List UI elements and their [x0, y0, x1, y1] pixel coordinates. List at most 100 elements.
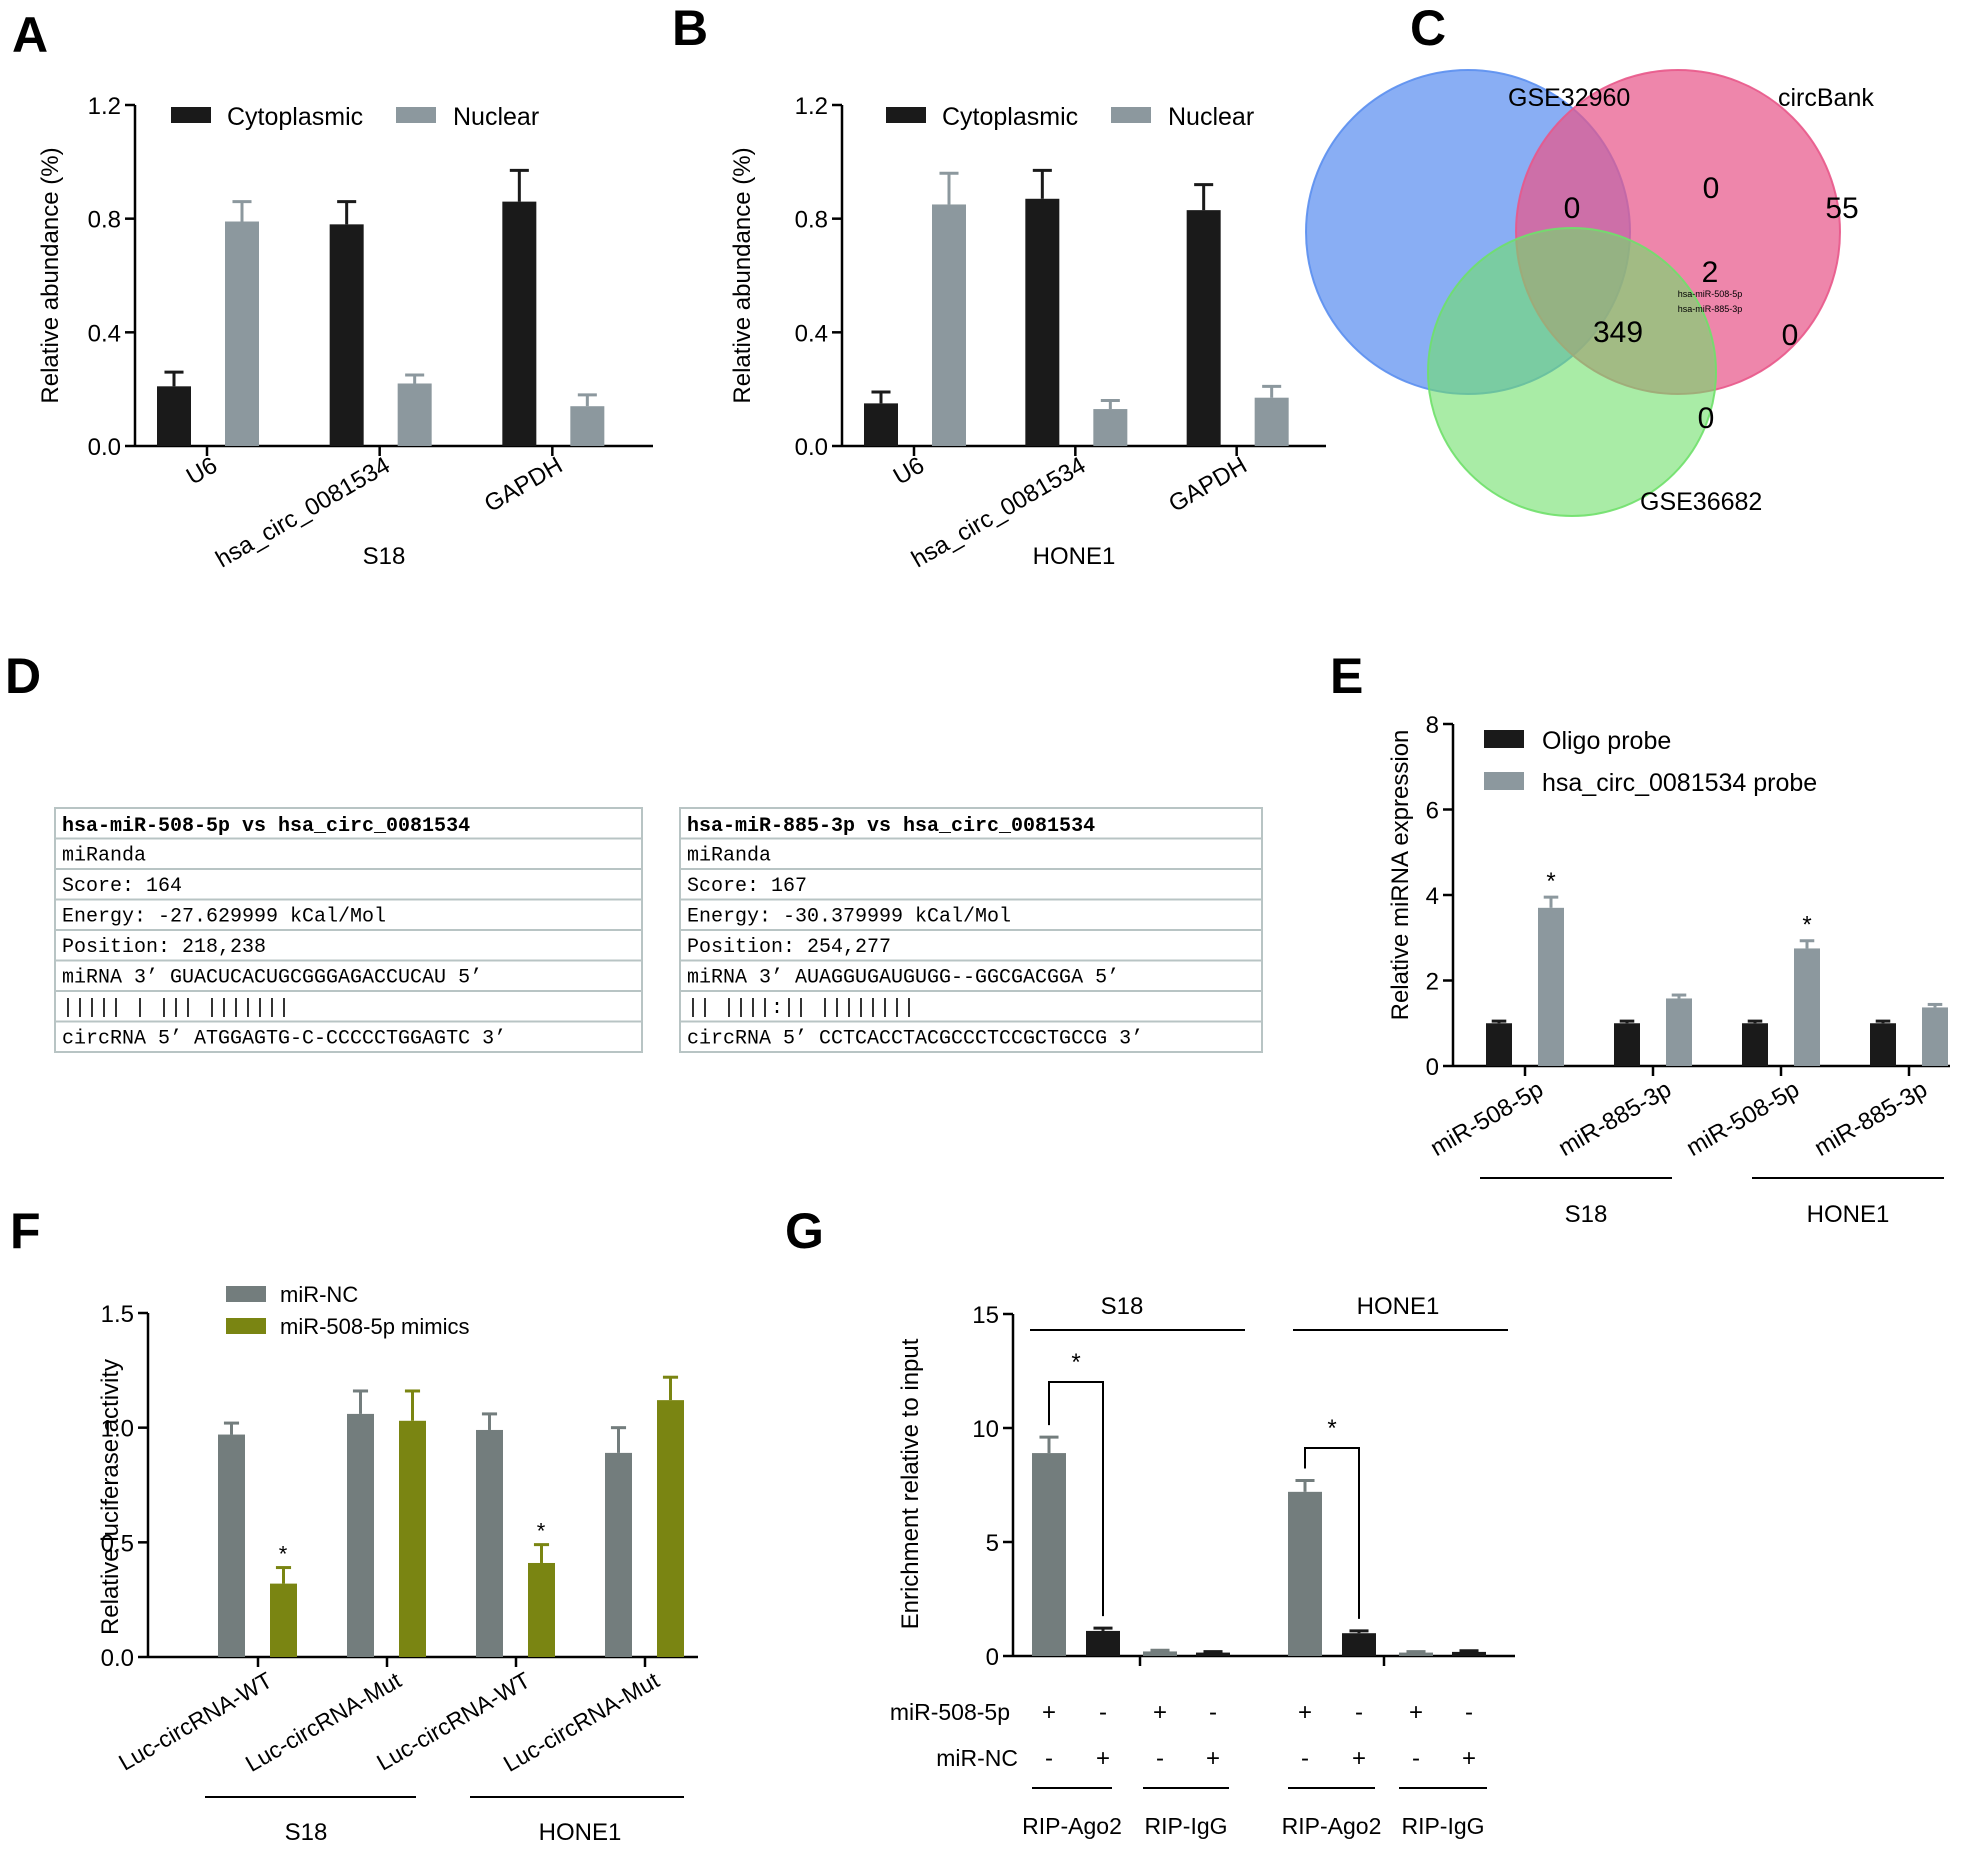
chart-b-x-tick-label: GAPDH	[1164, 452, 1251, 518]
chart-g-row-sign-mirnc: -	[1045, 1745, 1053, 1772]
venn-count-only-gse36682: 0	[1698, 402, 1715, 435]
chart-b-legend-label-cytoplasmic: Cytoplasmic	[942, 103, 1078, 131]
chart-f-bar	[528, 1562, 555, 1657]
chart-g-row-sign-mir508: +	[1409, 1699, 1423, 1726]
chart-e-bar	[1870, 1023, 1896, 1066]
venn-center-item-2: hsa-miR-885-3p	[1678, 304, 1743, 314]
chart-g-y-tick-label: 15	[972, 1302, 999, 1329]
chart-b-bar	[864, 403, 898, 446]
chart-g-row-sign-mirnc: +	[1352, 1745, 1366, 1772]
chart-b-y-axis-label: Relative abundance (%)	[729, 147, 756, 403]
chart-e-y-tick-label: 6	[1426, 798, 1439, 825]
chart-g-subgroup-label: RIP-IgG	[1401, 1813, 1484, 1839]
mirna-table-cell: Energy: -30.379999 kCal/Mol	[687, 906, 1011, 929]
chart-f-bar	[605, 1452, 632, 1657]
chart-a-x-tick-label: U6	[182, 452, 222, 491]
chart-e-significance: *	[1802, 912, 1811, 939]
chart-g-subgroup-label: RIP-Ago2	[1022, 1813, 1122, 1839]
venn-count-center: 2	[1702, 256, 1719, 289]
chart-f-legend-label-mimics: miR-508-5p mimics	[280, 1314, 469, 1339]
venn-count-gse32960-circbank: 0	[1703, 172, 1720, 205]
chart-g-bar	[1143, 1651, 1177, 1656]
venn-count-only-gse32960: 0	[1564, 192, 1581, 225]
chart-e-x-tick-label: miR-508-5p	[1426, 1076, 1548, 1162]
chart-g-row-sign-mir508: -	[1465, 1699, 1473, 1726]
chart-g-row-sign-mir508: -	[1209, 1699, 1217, 1726]
chart-e: 0 2 4 6 8 Relative miRNA expression * miR-508-5…	[1387, 712, 1950, 1228]
venn-center-item-1: hsa-miR-508-5p	[1678, 289, 1743, 299]
chart-a-legend-swatch-nuclear	[396, 107, 436, 123]
venn-label-gse36682: GSE36682	[1640, 488, 1762, 516]
chart-b-legend-swatch-nuclear	[1111, 107, 1151, 123]
chart-e-y-tick-label: 2	[1426, 969, 1439, 996]
mirna-table-title: hsa-miR-885-3p vs hsa_circ_0081534	[687, 815, 1095, 838]
chart-g-y-tick-label: 5	[986, 1530, 999, 1557]
chart-g-significance-bracket	[1048, 1381, 1104, 1617]
venn-diagram: GSE32960 circBank GSE36682 0 0 55 349 2 …	[1305, 69, 1874, 517]
chart-g-bar	[1032, 1453, 1066, 1656]
chart-a-x-axis-label: S18	[363, 543, 406, 570]
chart-a-legend-swatch-cytoplasmic	[171, 107, 211, 123]
chart-f-y-tick-label: 0.0	[101, 1645, 134, 1672]
chart-g-row-sign-mirnc: -	[1301, 1745, 1309, 1772]
chart-g-subgroup-label: RIP-Ago2	[1282, 1813, 1382, 1839]
chart-b-y-tick-label: 0.8	[795, 207, 828, 234]
chart-e-bar	[1666, 998, 1692, 1066]
mirna-table-cell: Energy: -27.629999 kCal/Mol	[62, 906, 386, 929]
chart-g-bar	[1399, 1652, 1433, 1656]
panel-letter-a: A	[12, 7, 48, 63]
chart-g-group-label-hone1: HONE1	[1357, 1293, 1440, 1320]
chart-a-bar	[157, 386, 191, 446]
chart-e-bar	[1538, 907, 1564, 1066]
mirna-table-cell: Position: 254,277	[687, 936, 891, 959]
chart-a-y-tick-label: 0.8	[88, 207, 121, 234]
chart-g-row-sign-mirnc: +	[1462, 1745, 1476, 1772]
chart-g-row-sign-mir508: +	[1042, 1699, 1056, 1726]
venn-count-gse32960-gse36682: 349	[1593, 316, 1643, 349]
chart-f-significance: *	[537, 1519, 546, 1544]
venn-count-circbank-gse36682: 0	[1782, 319, 1799, 352]
chart-f-group-label-s18: S18	[285, 1819, 328, 1846]
chart-f-y-axis-label: Relative luciferase activity	[97, 1359, 124, 1635]
chart-b-y-tick-label: 0.4	[795, 320, 828, 347]
chart-g-y-tick-label: 10	[972, 1416, 999, 1443]
chart-e-significance: *	[1546, 868, 1555, 895]
chart-a-y-axis-label: Relative abundance (%)	[37, 147, 64, 403]
chart-g-y-tick-label: 0	[986, 1644, 999, 1671]
chart-g-row-sign-mir508: -	[1355, 1699, 1363, 1726]
chart-e-bar	[1922, 1007, 1948, 1066]
chart-e-x-tick-label: miR-508-5p	[1682, 1076, 1804, 1162]
chart-f-bar	[270, 1583, 297, 1657]
chart-f-y-tick-label: 0.5	[101, 1530, 134, 1557]
mirna-table-cell: Score: 164	[62, 875, 182, 898]
chart-b-legend-label-nuclear: Nuclear	[1168, 103, 1254, 131]
chart-g-bar	[1342, 1633, 1376, 1656]
chart-a-bar	[329, 224, 364, 446]
panel-letter-d: D	[5, 648, 41, 704]
chart-f-legend-swatch-mirnc	[226, 1286, 266, 1302]
chart-g-bar	[1452, 1651, 1486, 1656]
chart-e-y-axis-label: Relative miRNA expression	[1387, 730, 1414, 1021]
chart-f-bar	[657, 1400, 684, 1657]
mirna-table-cell: miRanda	[687, 845, 771, 868]
chart-g-row-sign-mir508: -	[1099, 1699, 1107, 1726]
chart-e-x-tick-label: miR-885-3p	[1554, 1076, 1676, 1162]
chart-a-y-tick-label: 0.4	[88, 320, 121, 347]
panel-letter-b: B	[672, 0, 708, 56]
venn-circle-gse36682	[1427, 227, 1717, 517]
chart-g-row-sign-mirnc: +	[1096, 1745, 1110, 1772]
chart-e-bar	[1486, 1023, 1512, 1066]
venn-count-only-circbank: 55	[1825, 192, 1858, 225]
chart-b-bar	[1186, 210, 1221, 446]
mirna-table-cell: Position: 218,238	[62, 936, 266, 959]
chart-f-significance: *	[279, 1542, 288, 1567]
panel-letter-g: G	[785, 1203, 824, 1259]
chart-a-x-tick-label: GAPDH	[480, 452, 567, 518]
chart-f-legend-swatch-mimics	[226, 1318, 266, 1334]
chart-e-legend-label-circ-probe: hsa_circ_0081534 probe	[1542, 769, 1817, 797]
venn-label-circbank: circBank	[1778, 84, 1874, 112]
chart-g: 0 5 10 15 Enrichment relative to input * * S18 H…	[890, 1293, 1515, 1839]
chart-g-bar	[1196, 1652, 1230, 1656]
chart-g-group-label-s18: S18	[1101, 1293, 1144, 1320]
